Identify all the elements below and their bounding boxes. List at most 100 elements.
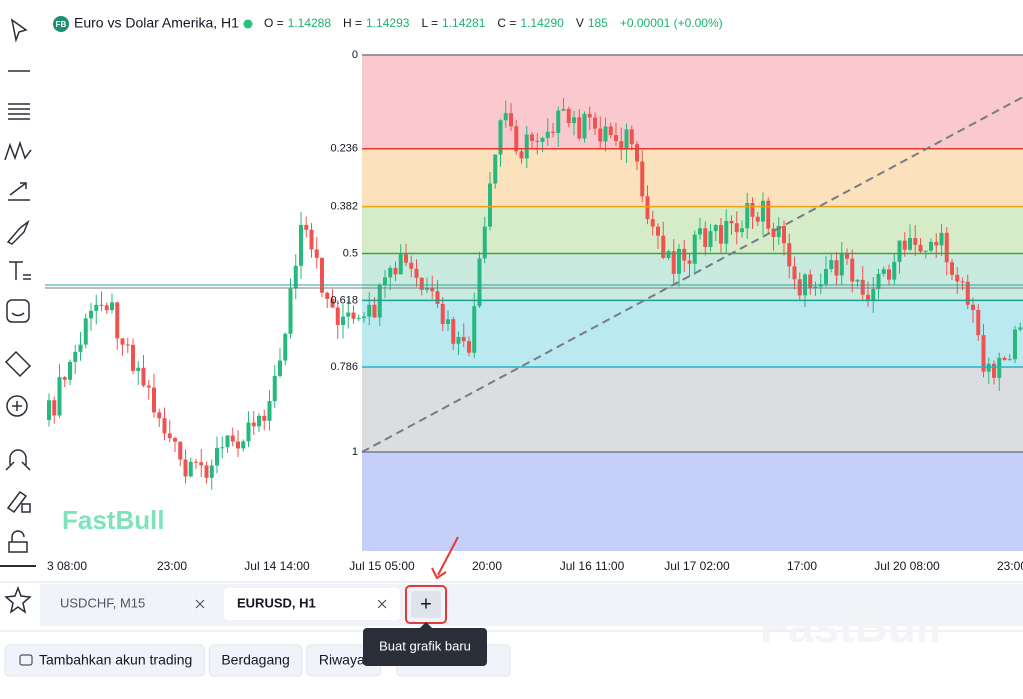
candle-body bbox=[199, 462, 204, 466]
candle-body bbox=[572, 117, 576, 124]
candle-body bbox=[152, 387, 156, 413]
zoom-tool[interactable] bbox=[6, 395, 28, 417]
candle-body bbox=[456, 336, 461, 344]
candle-body bbox=[1013, 329, 1017, 360]
close-tab-icon[interactable] bbox=[377, 599, 387, 609]
footer-button[interactable] bbox=[4, 644, 205, 677]
candle-body bbox=[125, 344, 130, 346]
candle-body bbox=[923, 250, 928, 252]
status-dot bbox=[243, 19, 253, 29]
brush-tool[interactable] bbox=[6, 219, 30, 245]
fib-level-label: 0 bbox=[352, 49, 358, 61]
fib-tool[interactable] bbox=[8, 103, 30, 120]
candle-body bbox=[687, 260, 692, 264]
favorites-tool[interactable] bbox=[4, 585, 32, 614]
candle-body bbox=[535, 140, 540, 142]
candle-body bbox=[398, 254, 403, 275]
candle-body bbox=[530, 134, 534, 141]
candle-body bbox=[257, 415, 261, 427]
fib-band bbox=[362, 367, 1023, 452]
candle-body bbox=[89, 310, 93, 319]
candle-body bbox=[792, 266, 797, 280]
candle-body bbox=[771, 228, 776, 237]
fib-level-label: 0.382 bbox=[330, 201, 358, 213]
chart-tab-label: EURUSD, H1 bbox=[237, 595, 316, 610]
stat-label: C = bbox=[497, 16, 516, 30]
candle-body bbox=[824, 269, 828, 285]
symbol-badge-text: FB bbox=[56, 20, 67, 29]
candle-body bbox=[918, 244, 923, 252]
candle-body bbox=[908, 238, 912, 250]
x-axis-label: Jul 15 05:00 bbox=[349, 559, 415, 573]
candle-body bbox=[860, 279, 865, 295]
candle-body bbox=[976, 310, 981, 336]
candle-body bbox=[446, 319, 450, 325]
emoji-tool[interactable] bbox=[6, 299, 30, 323]
candle-body bbox=[188, 461, 193, 477]
candle-body bbox=[178, 441, 183, 460]
fib-level-label: 0.618 bbox=[330, 294, 358, 306]
watermark: FastBull bbox=[62, 505, 165, 535]
candle-body bbox=[367, 304, 372, 317]
candle-body bbox=[944, 232, 949, 263]
candle-body bbox=[251, 422, 256, 427]
symbol-name: Euro vs Dolar Amerika, H1 bbox=[74, 15, 239, 31]
candle-body bbox=[209, 465, 214, 478]
candle-body bbox=[409, 262, 414, 269]
pattern-tool[interactable] bbox=[4, 140, 32, 161]
candle-body bbox=[881, 269, 886, 274]
candle-body bbox=[934, 241, 939, 246]
candle-body bbox=[692, 234, 697, 264]
candle-body bbox=[330, 298, 335, 308]
candle-body bbox=[519, 151, 524, 159]
footer-button-label: Tambahkan akun trading bbox=[39, 652, 192, 668]
chart-tab-label: USDCHF, M15 bbox=[60, 595, 145, 610]
candle-body bbox=[325, 292, 330, 299]
candle-body bbox=[787, 243, 792, 267]
chart-tab[interactable] bbox=[224, 588, 400, 620]
candle-body bbox=[141, 367, 146, 386]
lock-tool[interactable] bbox=[8, 530, 28, 553]
candle-body bbox=[960, 281, 965, 283]
candle-body bbox=[162, 418, 167, 434]
candle-body bbox=[713, 225, 718, 232]
candle-body bbox=[404, 254, 408, 263]
candle-body bbox=[461, 336, 466, 342]
candle-body bbox=[62, 377, 67, 380]
footer-button[interactable] bbox=[208, 644, 303, 677]
candle-body bbox=[1018, 327, 1023, 330]
candle-body bbox=[215, 447, 219, 466]
candle-body bbox=[104, 305, 109, 311]
candle-body bbox=[839, 252, 844, 276]
candle-body bbox=[514, 126, 519, 152]
candle-body bbox=[372, 304, 377, 318]
candle-body bbox=[356, 318, 361, 320]
chart-tab[interactable] bbox=[45, 588, 218, 620]
candle-body bbox=[414, 268, 419, 278]
cursor-tool[interactable] bbox=[10, 18, 28, 43]
candle-body bbox=[383, 277, 387, 285]
candle-body bbox=[939, 232, 944, 246]
candle-body bbox=[776, 226, 781, 237]
close-tab-icon[interactable] bbox=[195, 599, 205, 609]
candle-body bbox=[283, 333, 288, 361]
new-tab-button[interactable] bbox=[411, 591, 441, 618]
candle-body bbox=[503, 113, 508, 121]
candle-body bbox=[902, 240, 907, 250]
fib-band bbox=[362, 148, 1023, 207]
magnet-tool[interactable] bbox=[5, 449, 31, 471]
candle-body bbox=[640, 161, 645, 197]
candle-body bbox=[493, 154, 498, 184]
candle-body bbox=[955, 274, 960, 282]
candle-body bbox=[834, 260, 839, 276]
candle-body bbox=[540, 137, 545, 142]
projection-tool[interactable] bbox=[8, 182, 30, 201]
ruler-tool[interactable] bbox=[4, 350, 32, 378]
candle-body bbox=[299, 224, 303, 266]
text-tool[interactable] bbox=[9, 261, 31, 280]
candle-body bbox=[566, 108, 571, 124]
candle-body bbox=[236, 441, 240, 449]
candle-body bbox=[761, 200, 765, 222]
lock-drawing-tool[interactable] bbox=[6, 490, 31, 514]
stat-value: 1.14281 bbox=[442, 16, 486, 30]
